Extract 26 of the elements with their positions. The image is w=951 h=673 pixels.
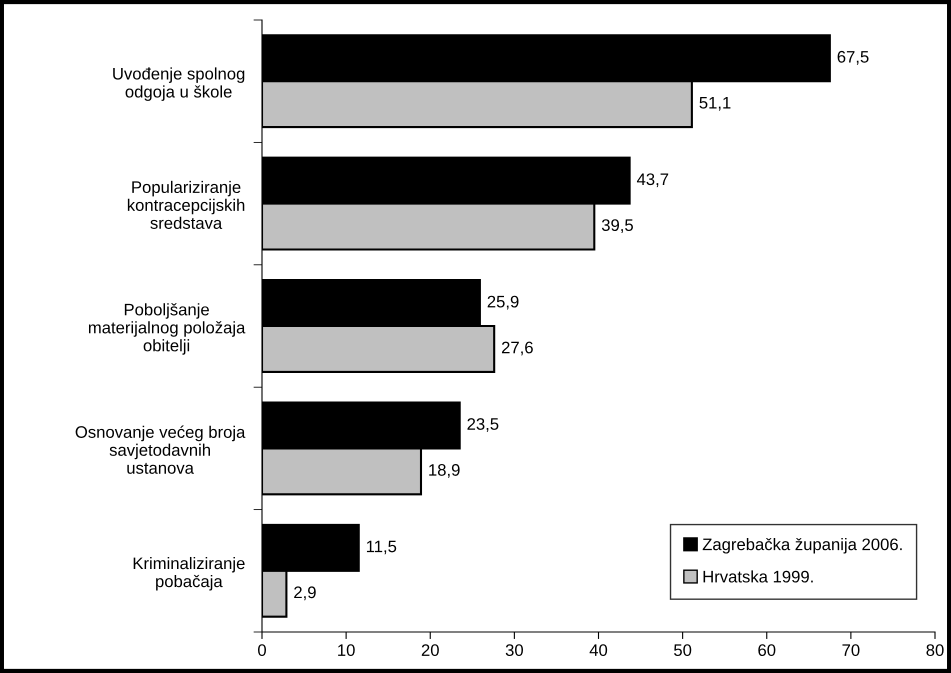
data-label: 2,9 (294, 586, 316, 600)
x-tick-label: 0 (258, 644, 266, 656)
data-label: 39,5 (602, 219, 633, 233)
y-tick-label: Populariziranje kontracepcijskih sredstava (128, 180, 244, 229)
y-tick-label: Osnovanje većeg broja savjetodavnih ustanova (76, 426, 246, 474)
x-tick-label: 10 (338, 644, 355, 656)
x-tick-label: 20 (422, 644, 439, 656)
data-label: 51,1 (699, 96, 730, 111)
data-label: 27,6 (502, 342, 533, 356)
data-label: 23,5 (467, 418, 498, 432)
data-label: 67,5 (838, 50, 869, 65)
legend-label: Zagrebačka županija 2006. (702, 538, 902, 554)
data-label: 18,9 (429, 464, 460, 478)
x-tick-label: 70 (842, 644, 860, 656)
y-tick-label: Poboljšanje materijalnog položaja obitelji (88, 303, 246, 355)
data-label: 25,9 (488, 296, 518, 310)
x-tick-label: 30 (506, 644, 523, 656)
y-tick-label: Kriminaliziranje pobačaja (134, 556, 245, 591)
data-label: 43,7 (636, 173, 668, 188)
x-tick-label: 60 (758, 644, 776, 656)
x-tick-label: 40 (590, 644, 608, 656)
x-tick-label: 80 (926, 644, 944, 656)
y-tick-label: Uvođenje spolnog odgoja u škole (113, 67, 244, 101)
x-tick-label: 50 (674, 644, 692, 656)
data-label: 11,5 (366, 540, 396, 554)
legend-label: Hrvatska 1999. (704, 570, 813, 583)
